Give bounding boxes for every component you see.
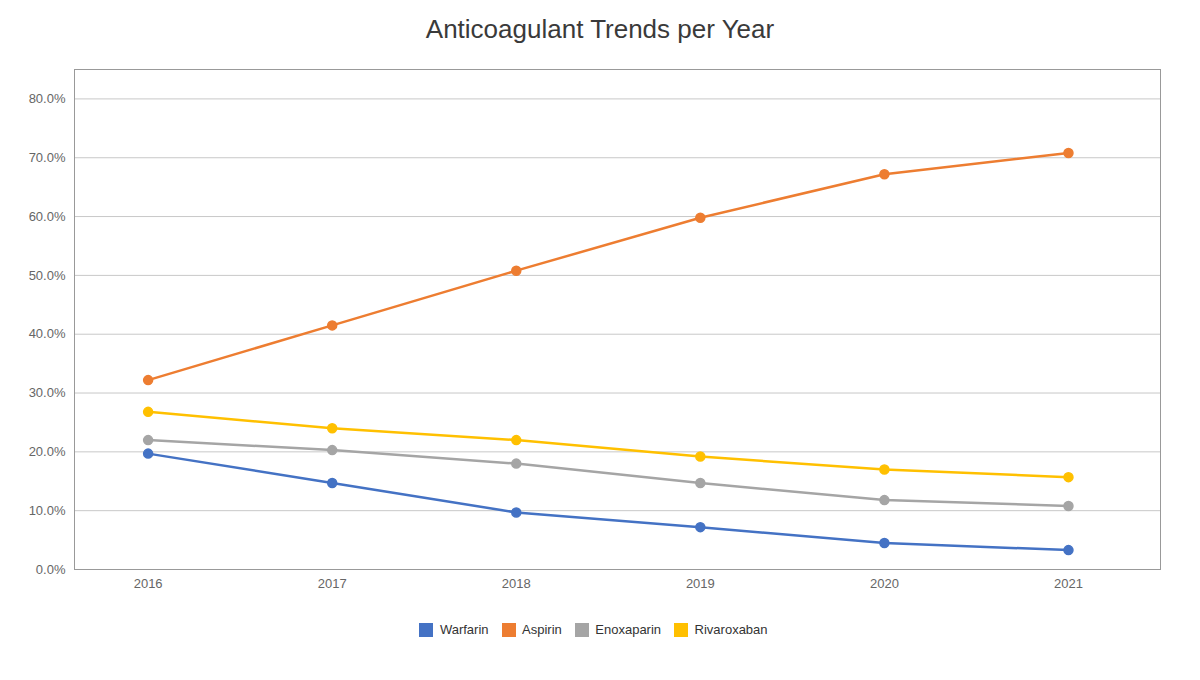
svg-text:80.0%: 80.0% — [29, 91, 66, 106]
svg-text:50.0%: 50.0% — [29, 268, 66, 283]
svg-text:2018: 2018 — [502, 576, 531, 591]
html-text:Anticoagulant Trends per Year: Anticoagulant Trends per Year — [425, 14, 775, 44]
html-text:Warfarin: Warfarin — [439, 622, 489, 637]
svg-text:70.0%: 70.0% — [29, 150, 66, 165]
html-text:Enoxaparin: Enoxaparin — [595, 622, 662, 637]
svg-text:10.0%: 10.0% — [29, 503, 66, 518]
svg-text:30.0%: 30.0% — [29, 385, 66, 400]
svg-text:60.0%: 60.0% — [29, 209, 66, 224]
svg-text:2019: 2019 — [686, 576, 715, 591]
svg-text:2021: 2021 — [1054, 576, 1083, 591]
html-text:Aspirin: Aspirin — [522, 622, 562, 637]
svg-text:2020: 2020 — [870, 576, 899, 591]
svg-text:2016: 2016 — [134, 576, 163, 591]
svg-text:20.0%: 20.0% — [29, 444, 66, 459]
svg-text:40.0%: 40.0% — [29, 326, 66, 341]
svg-text:2017: 2017 — [318, 576, 347, 591]
html-text:Rivaroxaban: Rivaroxaban — [694, 622, 768, 637]
svg-text:0.0%: 0.0% — [36, 562, 66, 577]
